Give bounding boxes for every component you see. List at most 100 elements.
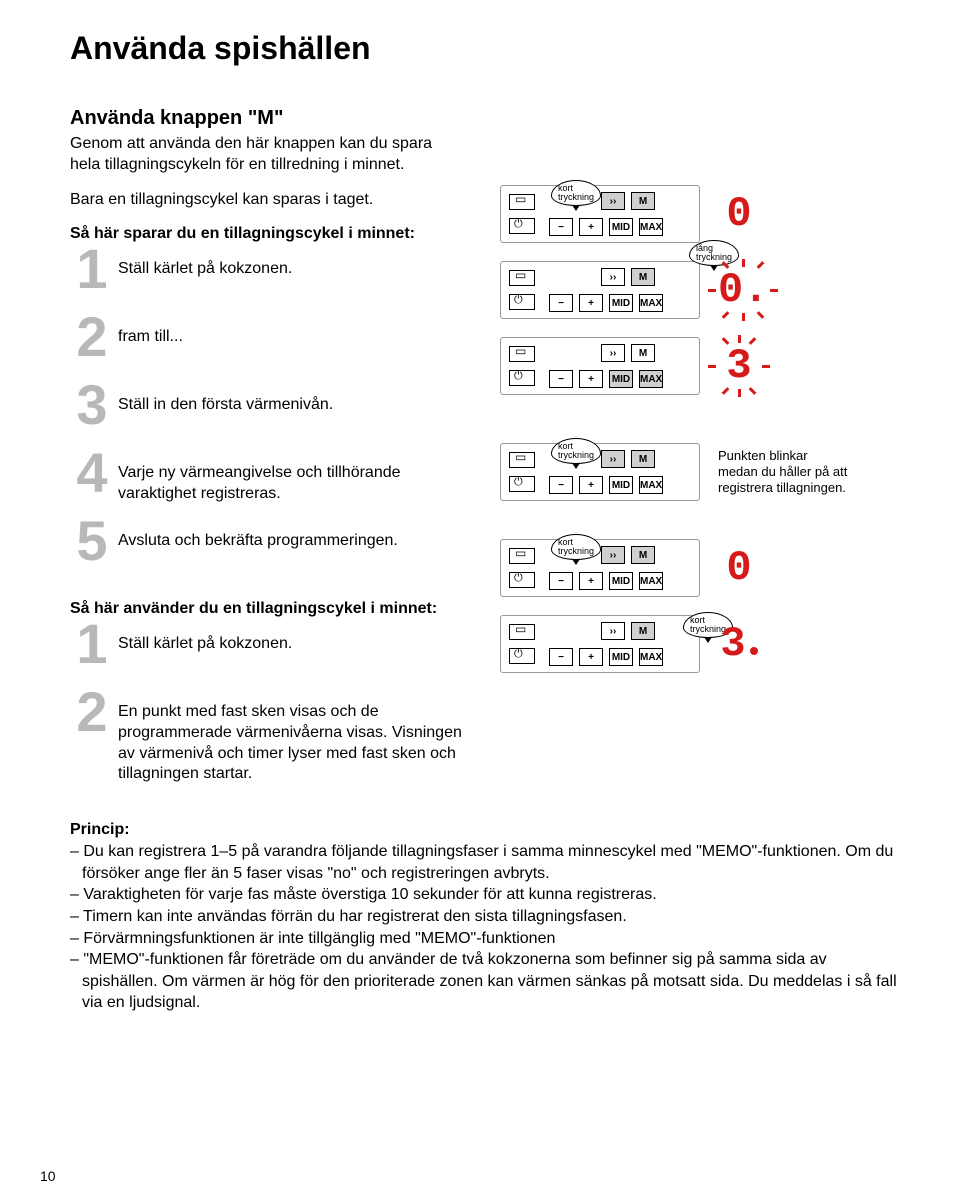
power-button-icon	[509, 648, 535, 664]
save-step: 2 fram till...	[70, 319, 470, 381]
step-text: Ställ kärlet på kokzonen.	[118, 251, 470, 280]
key-mid: MID	[609, 476, 633, 494]
panel-row: långtryckning ›› M − + MID MAX 0.	[500, 261, 900, 319]
panel-row: korttryckning ›› M − + MID MAX 3	[500, 615, 900, 673]
key-plus: +	[579, 294, 603, 312]
key-m: M	[631, 268, 655, 286]
step-text: Varje ny värmeangivelse och tillhörande …	[118, 455, 470, 505]
panel-row: korttryckning ›› M − + MID MAX Punkten b…	[500, 443, 900, 501]
principle-item: – Förvärmningsfunktionen är inte tillgän…	[70, 928, 900, 950]
display-digit-flashing: 3	[718, 345, 760, 387]
principle-section: Princip: – Du kan registrera 1–5 på vara…	[70, 821, 900, 1014]
key-double-arrow: ››	[601, 546, 625, 564]
display-digit-flashing: 0.	[718, 269, 768, 311]
step-number: 2	[70, 684, 114, 740]
rect-button-icon	[509, 194, 535, 210]
control-panel: ›› M − + MID MAX	[500, 337, 700, 395]
key-minus: −	[549, 572, 573, 590]
step-number: 5	[70, 513, 114, 569]
rect-button-icon	[509, 346, 535, 362]
intro-paragraph: Genom att använda den här knappen kan du…	[70, 134, 450, 176]
key-minus: −	[549, 648, 573, 666]
principle-item: – "MEMO"-funktionen får företräde om du …	[70, 949, 900, 1014]
section-subtitle: Använda knappen "M"	[70, 107, 470, 130]
step-number: 3	[70, 377, 114, 433]
power-button-icon	[509, 476, 535, 492]
control-panel: korttryckning ›› M − + MID MAX	[500, 185, 700, 243]
key-max: MAX	[639, 648, 663, 666]
principle-item: – Timern kan inte användas förrän du har…	[70, 906, 900, 928]
display-digit: 0	[718, 547, 760, 589]
use-step: 1 Ställ kärlet på kokzonen.	[70, 626, 470, 688]
bubble-short-press: korttryckning	[551, 534, 601, 560]
rect-button-icon	[509, 452, 535, 468]
step-number: 2	[70, 309, 114, 365]
panel-row: korttryckning ›› M − + MID MAX 0	[500, 539, 900, 597]
bubble-short-press: korttryckning	[551, 180, 601, 206]
display-digit: 0	[718, 193, 760, 235]
display-digit: 3	[718, 623, 760, 665]
control-panel: korttryckning ›› M − + MID MAX	[500, 539, 700, 597]
step-number: 4	[70, 445, 114, 501]
step-text: fram till...	[118, 319, 470, 348]
key-plus: +	[579, 476, 603, 494]
page-number: 10	[40, 1168, 56, 1184]
panel-row: korttryckning ›› M − + MID MAX 0	[500, 185, 900, 243]
key-plus: +	[579, 572, 603, 590]
rect-button-icon	[509, 624, 535, 640]
key-minus: −	[549, 476, 573, 494]
key-max: MAX	[639, 370, 663, 388]
key-m: M	[631, 622, 655, 640]
key-minus: −	[549, 218, 573, 236]
control-panel: korttryckning ›› M − + MID MAX	[500, 615, 700, 673]
step-text: Avsluta och bekräfta programmeringen.	[118, 523, 470, 552]
step-text: Ställ in den första värmenivån.	[118, 387, 470, 416]
key-m: M	[631, 192, 655, 210]
key-mid: MID	[609, 218, 633, 236]
principle-item: – Du kan registrera 1–5 på varandra följ…	[70, 841, 900, 884]
key-max: MAX	[639, 294, 663, 312]
key-double-arrow: ››	[601, 450, 625, 468]
bubble-short-press: korttryckning	[551, 438, 601, 464]
left-column: Använda knappen "M" Genom att använda de…	[70, 107, 470, 791]
save-heading: Så här sparar du en tillagningscykel i m…	[70, 224, 450, 245]
step-text: Ställ kärlet på kokzonen.	[118, 626, 470, 655]
key-mid: MID	[609, 648, 633, 666]
use-heading: Så här använder du en tillagningscykel i…	[70, 599, 450, 620]
side-note: Punkten blinkar medan du håller på att r…	[718, 448, 848, 497]
key-mid: MID	[609, 294, 633, 312]
step-number: 1	[70, 241, 114, 297]
panel-row: ›› M − + MID MAX 3	[500, 337, 900, 395]
step-text: En punkt med fast sken visas och de prog…	[118, 694, 470, 785]
key-plus: +	[579, 648, 603, 666]
right-column: korttryckning ›› M − + MID MAX 0 långtry…	[500, 107, 900, 791]
use-step: 2 En punkt med fast sken visas och de pr…	[70, 694, 470, 785]
key-double-arrow: ››	[601, 268, 625, 286]
save-step: 3 Ställ in den första värmenivån.	[70, 387, 470, 449]
display-dot	[750, 647, 758, 655]
power-button-icon	[509, 572, 535, 588]
rect-button-icon	[509, 270, 535, 286]
key-max: MAX	[639, 476, 663, 494]
key-m: M	[631, 344, 655, 362]
power-button-icon	[509, 218, 535, 234]
rect-button-icon	[509, 548, 535, 564]
save-step: 5 Avsluta och bekräfta programmeringen.	[70, 523, 470, 585]
key-m: M	[631, 450, 655, 468]
page-title: Använda spishällen	[70, 30, 900, 67]
step-number: 1	[70, 616, 114, 672]
key-max: MAX	[639, 218, 663, 236]
key-mid: MID	[609, 572, 633, 590]
key-double-arrow: ››	[601, 622, 625, 640]
control-panel: korttryckning ›› M − + MID MAX	[500, 443, 700, 501]
key-max: MAX	[639, 572, 663, 590]
principle-item: – Varaktigheten för varje fas måste över…	[70, 884, 900, 906]
key-double-arrow: ››	[601, 192, 625, 210]
principle-list: – Du kan registrera 1–5 på varandra följ…	[70, 841, 900, 1014]
key-plus: +	[579, 218, 603, 236]
power-button-icon	[509, 370, 535, 386]
control-panel: långtryckning ›› M − + MID MAX	[500, 261, 700, 319]
power-button-icon	[509, 294, 535, 310]
save-step: 1 Ställ kärlet på kokzonen.	[70, 251, 470, 313]
key-double-arrow: ››	[601, 344, 625, 362]
